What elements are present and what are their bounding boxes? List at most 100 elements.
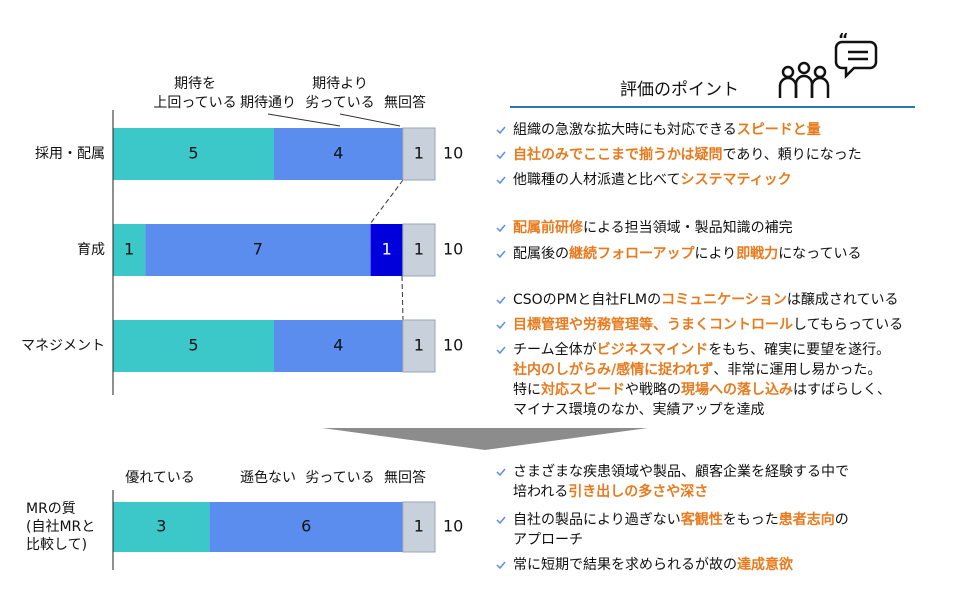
arrow [322,428,648,450]
point-text: により [694,246,736,262]
check-icon [496,321,506,330]
bar-segment [145,224,371,276]
legend-label-box: 期待を 上回っている [153,76,236,111]
svg-text:“: “ [838,30,849,49]
point-line: 配属前研修による担当領域・製品知識の補完 [513,219,793,236]
bar-segment [113,224,146,276]
check-icon [496,561,506,570]
legend-label-box: 無回答 [384,95,426,111]
check-icon [496,224,506,233]
legend-label: 劣っている [305,470,375,486]
bar-segment [402,501,436,553]
value-label: 5 [188,336,198,355]
bar-segment [113,502,210,552]
total-label: 10 [443,240,463,259]
point-line: 組織の急激な拡大時にも対応できるスピードと量 [513,121,821,138]
value-label: 4 [333,336,343,355]
category-label: MRの質 (自社MRと 比較して) [26,501,96,553]
category-label: マネジメント [21,338,105,354]
value-label: 1 [414,336,424,355]
legend-label: 期待通り [240,95,296,111]
point-text: マイナス環境のなか、実績アップを達成 [513,402,764,418]
people-icon [778,61,830,98]
total-label: 10 [443,517,463,536]
highlight-text: 達成意欲 [737,556,793,573]
value-label: 6 [301,517,311,536]
legend-label-box: 無回答 [384,470,426,486]
legend-label: 期待より 劣っている [305,76,375,111]
leader-line [339,113,401,127]
point-line: 配属後の継続フォローアップにより即戦力になっている [513,245,862,262]
point-line: 他職種の人材派遣と比べてシステマティック [513,172,792,188]
category-label: 採用・配属 [35,146,105,162]
point-text: はすばらしく、 [793,382,891,398]
point-text: 配属後の [513,246,569,262]
bar-segment [113,128,274,180]
point-line: アプローチ [513,532,583,548]
point-line: 常に短期で結果を求められるが故の達成意欲 [513,556,793,573]
point-text: 自社の製品により過ぎない [513,512,681,528]
category-label-box: マネジメント [21,338,105,354]
bar-segment [402,127,436,181]
point-text: をもった [723,512,779,528]
connector [401,275,404,321]
legend-label-box: 遜色ない [240,470,296,486]
highlight-text: 自社のみでここまで揃うかは疑問 [513,146,722,163]
check-icon [496,250,506,259]
point-line: 目標管理や労務管理等、うまくコントロールしてもらっている [513,316,903,333]
point-text: アプローチ [513,532,583,548]
point-line: チーム全体がビジネスマインドをもち、確実に要望を遂行。 [513,341,890,358]
point-text: さまざまな疾患領域や製品、顧客企業を経験する中で [513,463,849,480]
highlight-text: 即戦力 [736,245,778,262]
point-text: してもらっている [793,317,903,333]
category-label: 育成 [77,242,105,258]
total-label: 10 [443,336,463,355]
point-line: さまざまな疾患領域や製品、顧客企業を経験する中で [513,463,849,480]
highlight-text: 目標管理や労務管理等、うまくコントロール [513,316,793,333]
legend-label: 遜色ない [240,470,296,486]
highlight-text: 現場への落し込み [681,381,793,398]
point-line: 自社のみでここまで揃うかは疑問であり、頼りになった [513,146,862,163]
value-label: 7 [253,240,263,259]
point-text: であり、頼りになった [722,147,861,163]
bar-segment [402,223,436,277]
point-text: CSOのPMと自社FLMの [513,292,661,308]
point-text: になっている [778,246,861,262]
highlight-text: コミュニケーション [661,292,787,308]
value-label: 3 [156,517,166,536]
value-label: 1 [414,144,424,163]
legend-label-box: 期待通り [240,95,296,111]
point-text: 、非常に運用し易かった。 [713,362,881,378]
point-text: 培われる [513,484,568,500]
total-label: 10 [443,144,463,163]
bar-segment [209,502,403,552]
point-text: 他職種の人材派遣と比べて [513,172,680,188]
highlight-text: 配属前研修 [513,219,584,236]
point-text: の [835,512,849,528]
point-text: 特に [513,382,541,398]
value-label: 1 [414,240,424,259]
bar-segment [402,319,436,373]
legend-label: 無回答 [384,470,426,486]
highlight-text: 社内のしがらみ/感情に捉われず [512,361,713,378]
point-line: 社内のしがらみ/感情に捉われず、非常に運用し易かった。 [512,361,881,378]
point-text: チーム全体が [513,341,597,358]
point-text: 常に短期で結果を求められるが故の [513,557,737,573]
point-line: 自社の製品により過ぎない客観性をもった患者志向の [513,511,849,528]
highlight-text: ビジネスマインド [597,342,709,358]
legend-label-box: 劣っている [305,470,375,486]
value-label: 1 [124,240,134,259]
legend-label: 優れている [125,470,195,486]
check-icon [496,468,506,477]
point-text: をもち、確実に要望を遂行。 [708,342,890,358]
bar-segment [274,320,403,372]
highlight-text: 引き出しの多さや深さ [568,483,708,500]
category-label-box: 育成 [77,242,105,258]
speech-icon: “ [834,30,878,80]
point-text: による担当領域・製品知識の補完 [583,219,793,236]
point-line: 特に対応スピードや戦略の現場への落し込みはすばらしく、 [513,381,891,398]
point-text: は醸成されている [787,292,899,308]
check-icon [496,151,506,160]
point-line: CSOのPMと自社FLMのコミュニケーションは醸成されている [513,292,898,308]
